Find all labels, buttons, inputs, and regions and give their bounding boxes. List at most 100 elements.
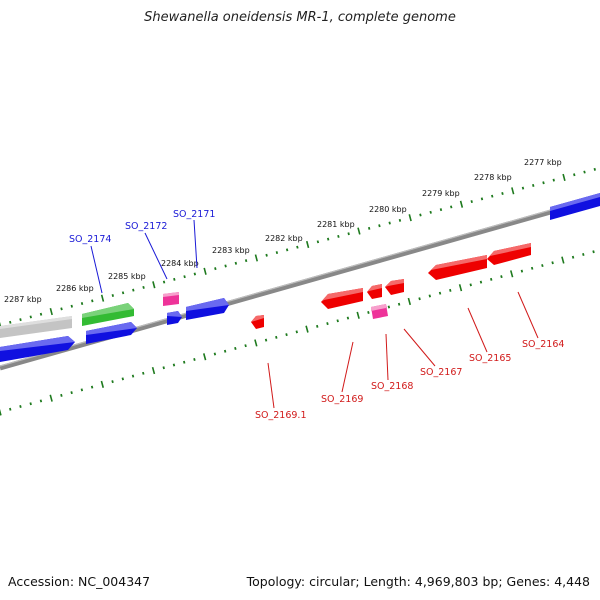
major-tick — [254, 339, 258, 347]
gene-small-forward[interactable] — [167, 311, 182, 325]
label-so-2164[interactable]: SO_2164 — [522, 339, 564, 350]
minor-tick — [285, 248, 289, 252]
minor-tick — [520, 269, 524, 273]
label-so-2165[interactable]: SO_2165 — [469, 353, 511, 364]
minor-tick — [346, 316, 350, 320]
gene-pseudo-left[interactable] — [0, 316, 72, 338]
label-so-2167[interactable]: SO_2167 — [420, 367, 462, 378]
leader-so-2172 — [144, 232, 168, 280]
minor-tick — [521, 186, 525, 190]
minor-tick — [234, 261, 238, 265]
gene-so-2174[interactable] — [82, 303, 134, 326]
kbp-label-2283: 2283 kbp — [212, 246, 250, 255]
reverse-strand-genes — [251, 243, 531, 329]
leader-so-2174 — [90, 245, 103, 294]
gene-so-2168[interactable] — [371, 304, 388, 319]
minor-tick — [551, 261, 554, 265]
gene-so-2171[interactable] — [186, 298, 229, 320]
gene-so-2165[interactable] — [428, 255, 487, 280]
minor-tick — [542, 181, 545, 185]
gene-so-2164[interactable] — [487, 243, 531, 265]
gene-so-2169-1[interactable] — [251, 315, 264, 329]
minor-tick — [295, 330, 298, 334]
minor-tick — [80, 388, 84, 392]
gene-so-2169[interactable] — [321, 288, 363, 309]
map-title: Shewanella oneidensis MR-1, complete gen… — [144, 10, 456, 25]
minor-tick — [571, 255, 575, 259]
gene-so-2168-red[interactable] — [367, 284, 382, 299]
forward-strand-genes — [0, 193, 600, 362]
minor-tick — [224, 264, 227, 268]
minor-tick — [121, 377, 125, 381]
label-so-2172[interactable]: SO_2172 — [125, 221, 167, 232]
label-so-2171[interactable]: SO_2171 — [173, 209, 215, 220]
minor-tick — [490, 277, 493, 281]
minor-tick — [573, 173, 576, 177]
minor-tick — [530, 266, 534, 270]
minor-tick — [173, 277, 176, 281]
label-so-2169-1[interactable]: SO_2169.1 — [255, 410, 307, 421]
minor-tick — [491, 194, 494, 198]
minor-tick — [244, 259, 248, 263]
major-tick — [357, 227, 361, 235]
minor-tick — [428, 294, 432, 298]
minor-tick — [285, 333, 288, 337]
minor-tick — [265, 253, 268, 257]
gene-forward-left-1[interactable] — [0, 336, 75, 362]
minor-tick — [131, 374, 135, 378]
minor-tick — [29, 315, 32, 319]
minor-tick — [70, 304, 73, 308]
minor-tick — [142, 285, 145, 289]
minor-tick — [593, 167, 596, 171]
minor-tick — [193, 272, 197, 276]
minor-tick — [223, 349, 227, 353]
minor-tick — [387, 305, 391, 309]
minor-tick — [388, 221, 391, 225]
minor-tick — [162, 280, 166, 284]
minor-tick — [19, 318, 22, 322]
minor-tick — [214, 267, 217, 271]
minor-tick — [583, 170, 586, 174]
major-tick — [458, 284, 463, 292]
minor-tick — [29, 402, 32, 406]
minor-tick — [347, 232, 350, 236]
gene-forward-left-2[interactable] — [86, 322, 137, 344]
minor-tick — [336, 319, 339, 323]
minor-tick — [132, 288, 135, 292]
label-so-2168[interactable]: SO_2168 — [371, 381, 413, 392]
label-so-2169[interactable]: SO_2169 — [321, 394, 363, 405]
minor-tick — [450, 205, 453, 209]
minor-tick — [60, 393, 63, 397]
major-tick — [49, 307, 53, 316]
minor-tick — [60, 307, 63, 311]
gene-forward-right[interactable] — [550, 193, 600, 220]
minor-tick — [172, 363, 176, 367]
gene-so-2167[interactable] — [385, 279, 404, 295]
minor-tick — [501, 192, 504, 196]
major-tick — [407, 297, 412, 306]
major-tick — [459, 200, 464, 208]
minor-tick — [234, 346, 237, 350]
kbp-label-2280: 2280 kbp — [369, 205, 407, 214]
minor-tick — [397, 302, 401, 306]
outer-tick-track — [0, 167, 596, 329]
minor-tick — [469, 283, 472, 287]
minor-tick — [378, 224, 381, 228]
major-tick — [152, 281, 156, 289]
kbp-label-2285: 2285 kbp — [108, 272, 146, 281]
minor-tick — [111, 380, 114, 384]
label-so-2174[interactable]: SO_2174 — [69, 234, 111, 245]
major-tick — [49, 394, 53, 402]
minor-tick — [582, 253, 585, 256]
leader-so-2165 — [467, 307, 488, 353]
minor-tick — [326, 237, 330, 241]
minor-tick — [296, 245, 299, 249]
minor-tick — [470, 200, 473, 204]
minor-tick — [438, 291, 442, 295]
forward-gene-labels: SO_2171 SO_2172 SO_2174 — [69, 209, 215, 294]
leader-so-2171 — [193, 219, 198, 269]
major-tick — [202, 353, 207, 361]
major-tick — [0, 408, 2, 416]
minor-tick — [183, 275, 186, 279]
gene-so-2172[interactable] — [163, 292, 179, 306]
